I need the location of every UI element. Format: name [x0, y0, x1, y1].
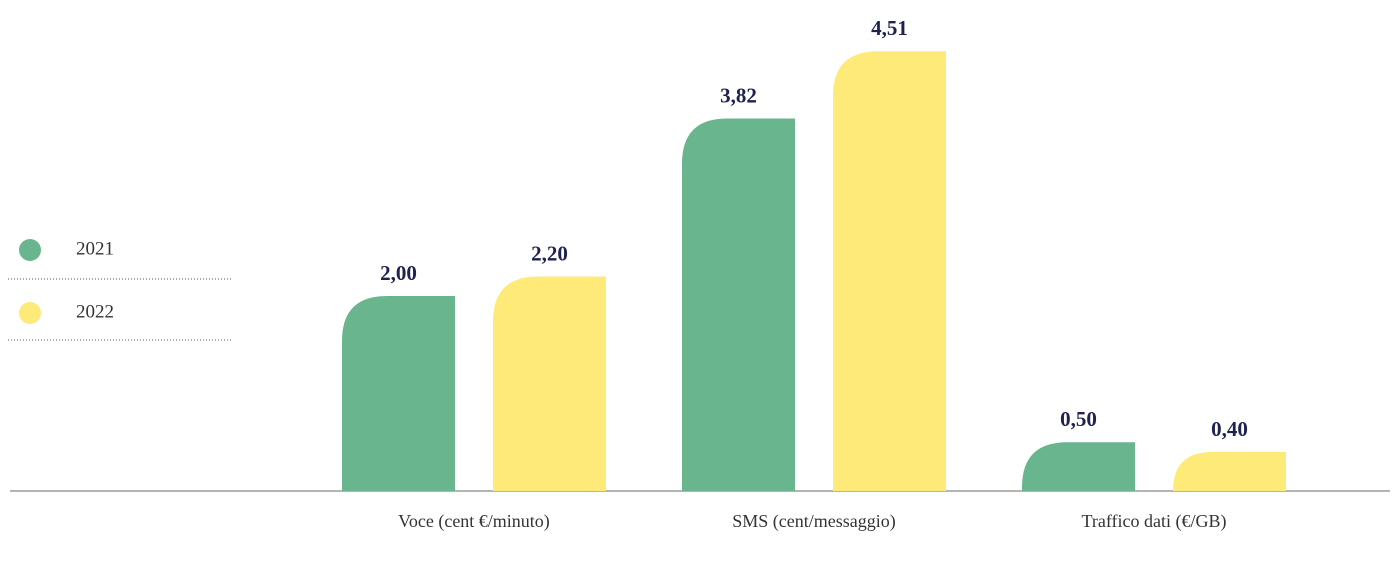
data-label: 3,82: [720, 83, 757, 107]
x-tick-label: SMS (cent/messaggio): [732, 511, 896, 532]
bar: [1173, 452, 1286, 491]
bar: [493, 276, 606, 491]
x-tick-label: Voce (cent €/minuto): [398, 511, 550, 532]
data-label: 4,51: [871, 16, 908, 40]
data-label: 0,50: [1060, 407, 1097, 431]
bar: [682, 118, 795, 492]
legend-label: 2022: [76, 301, 114, 322]
legend-swatch: [19, 302, 41, 324]
data-label: 2,00: [380, 261, 417, 285]
bar: [833, 51, 946, 492]
data-label: 0,40: [1211, 417, 1248, 441]
x-tick-label: Traffico dati (€/GB): [1082, 511, 1227, 532]
legend-swatch: [19, 239, 41, 261]
bar: [1022, 442, 1135, 491]
data-label: 2,20: [531, 241, 568, 265]
legend-label: 2021: [76, 238, 114, 259]
bar: [342, 296, 455, 491]
